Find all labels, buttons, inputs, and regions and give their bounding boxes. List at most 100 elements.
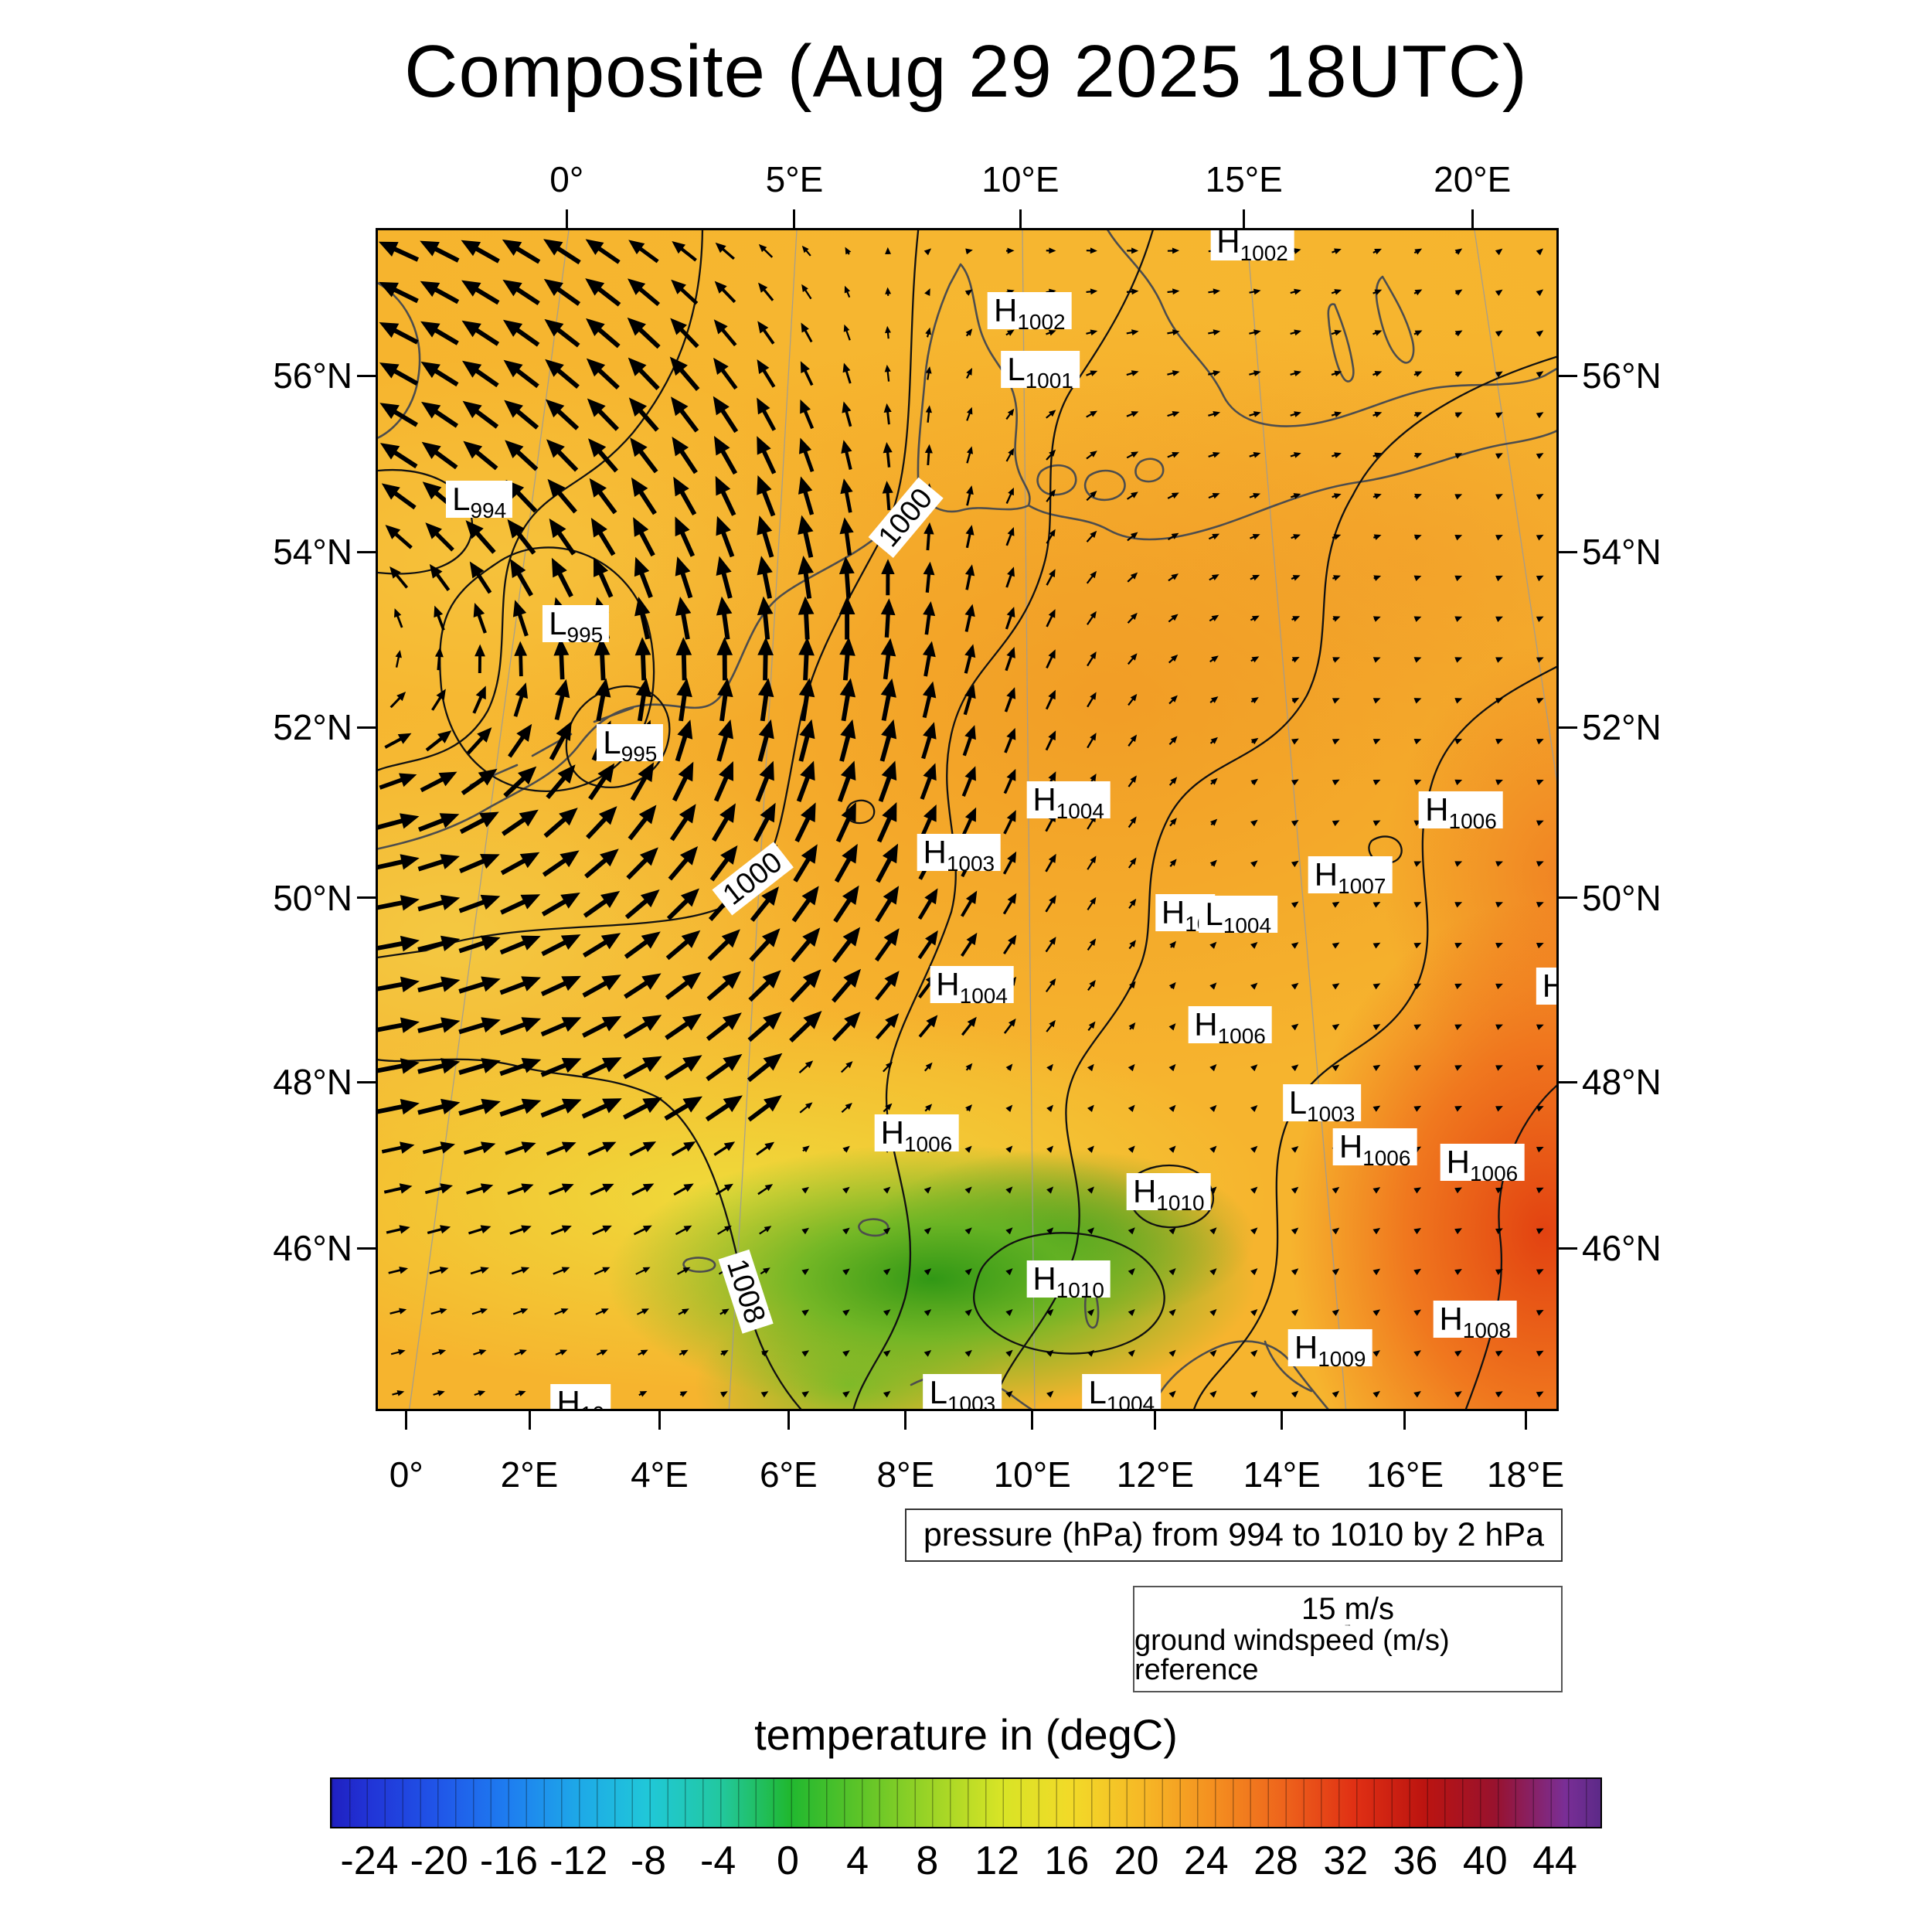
wind-arrow [1046,569,1056,586]
wind-arrow [716,515,735,558]
wind-arrow [1332,657,1341,663]
wind-arrow [1250,1104,1258,1113]
right-axis-label: 48°N [1582,1062,1662,1103]
wind-arrow [1372,820,1381,827]
wind-arrow [672,761,694,802]
wind-arrow [842,1227,850,1235]
wind-arrow [473,1349,487,1355]
pressure-center-label: H1002 [1210,230,1294,264]
wind-arrow [1250,697,1259,704]
wind-arrow [1126,451,1139,459]
wind-arrow [757,719,774,762]
wind-reference-arrow [1345,1624,1351,1626]
left-axis-tick [357,1080,376,1083]
wind-arrow [1454,575,1463,582]
wind-arrow [503,359,539,389]
right-axis-label: 56°N [1582,355,1662,396]
wind-arrow [462,400,499,429]
wind-arrow [670,318,699,349]
wind-arrow [883,1061,893,1073]
wind-arrow [747,1012,782,1043]
wind-arrow [1046,649,1056,669]
wind-arrow [923,561,935,593]
pressure-letter: H [993,291,1018,328]
wind-arrow [1372,1309,1381,1316]
top-axis-tick [1471,209,1474,228]
wind-arrow [424,1183,454,1195]
wind-arrow [595,1308,609,1315]
wind-arrow [1126,411,1139,417]
wind-arrow [590,1183,614,1196]
colorbar-tick-label: 4 [846,1838,869,1883]
pressure-value: 1004 [1223,913,1272,937]
wind-arrow [671,1141,696,1157]
wind-arrow [634,597,651,640]
wind-arrow [548,1183,574,1196]
wind-arrow [499,1098,542,1117]
wind-arrow [1413,616,1422,622]
right-axis-tick [1559,726,1577,729]
wind-arrow [473,603,487,634]
wind-arrow [760,1267,770,1275]
wind-arrow [1332,779,1340,786]
colorbar-tick-label: -16 [479,1838,539,1883]
wind-arrow [963,684,976,716]
pressure-value: 10 [580,1402,604,1409]
wind-arrow [1127,247,1139,254]
wind-arrow [880,678,896,721]
wind-arrow [471,1308,488,1315]
wind-arrow [1128,1104,1135,1113]
wind-arrow [1005,1186,1013,1194]
wind-arrow [1046,449,1056,461]
wind-arrow [758,243,774,258]
wind-arrow [925,405,933,423]
wind-arrow [458,1058,501,1075]
wind-arrow [842,1309,850,1316]
wind-arrow [1168,1349,1176,1357]
pressure-center-label: H10 [550,1384,611,1409]
wind-arrow [706,1053,743,1081]
wind-arrow [500,894,541,915]
wind-arrow [627,317,661,349]
wind-arrow [420,281,460,304]
wind-arrow [465,520,496,554]
wind-arrow [1291,820,1299,827]
wind-arrow [876,843,899,883]
wind-arrow [542,850,580,877]
wind-arrow [546,1141,577,1156]
pressure-value: 1010 [1056,1278,1104,1303]
wind-arrow [1208,410,1221,417]
wind-arrow [1087,611,1097,625]
wind-arrow [1372,289,1383,295]
wind-arrow [1290,329,1302,336]
wind-arrow [801,322,813,343]
wind-arrow [964,1186,972,1194]
wind-arrow [798,556,814,599]
right-axis-label: 54°N [1582,532,1662,573]
wind-arrow [835,802,856,843]
wind-arrow [1454,983,1463,990]
left-axis-label: 56°N [273,355,352,396]
colorbar-tick-label: -20 [410,1838,468,1883]
pressure-value: 1002 [1017,309,1066,334]
wind-arrow [961,890,978,917]
pressure-center-label: L995 [597,724,664,765]
wind-arrow [753,802,776,842]
wind-arrow [673,1183,694,1196]
wind-arrow [834,843,858,883]
wind-arrow [554,679,570,721]
wind-arrow [671,279,699,305]
wind-arrow [713,319,737,347]
wind-arrow [917,888,938,920]
pressure-center-label: H1010 [1026,1260,1111,1301]
pressure-center-label: L1003 [1282,1083,1362,1124]
wind-arrow [883,1350,891,1357]
wind-arrow [1291,1227,1299,1235]
wind-arrow [1003,768,1016,794]
wind-arrow [842,1145,850,1153]
wind-arrow [1290,493,1301,499]
colorbar-title: temperature in (degC) [754,1710,1178,1759]
wind-arrow [923,1062,933,1072]
wind-arrow [1454,494,1463,500]
wind-arrow [1332,698,1340,704]
